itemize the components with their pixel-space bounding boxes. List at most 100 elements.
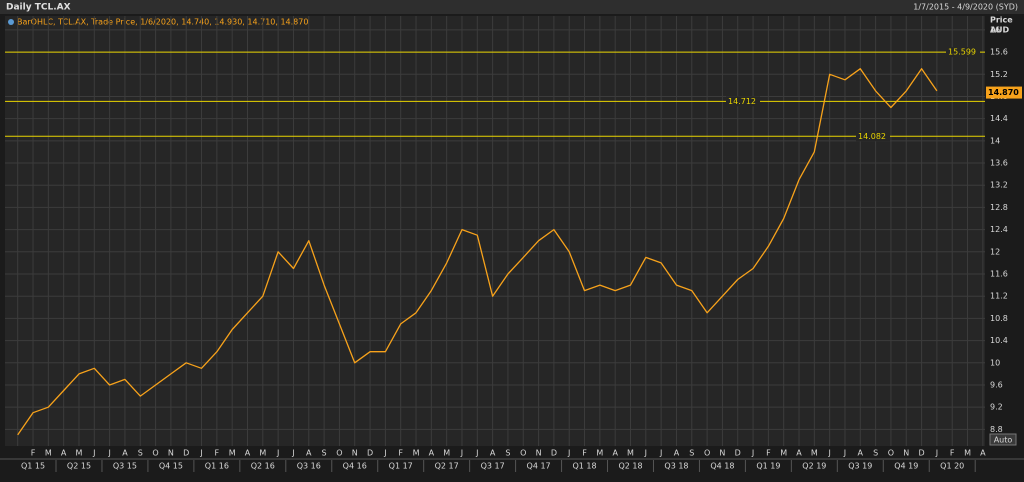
last-price-box	[986, 86, 1022, 99]
level-label: 14.712	[728, 97, 756, 106]
x-tick-label: N	[168, 449, 174, 458]
x-tick-label: S	[873, 449, 878, 458]
x-tick-label: N	[352, 449, 358, 458]
x-tick-label: S	[505, 449, 510, 458]
x-tick-label: O	[520, 449, 526, 458]
x-tick-label: S	[138, 449, 143, 458]
x-tick-label: M	[811, 449, 818, 458]
y-tick-label: 14	[990, 136, 1000, 145]
quarter-label: Q4 17	[527, 462, 551, 471]
x-tick-label: J	[935, 449, 938, 458]
y-tick-label: 8.8	[990, 425, 1003, 434]
x-tick-label: J	[827, 449, 830, 458]
x-tick-label: M	[413, 449, 420, 458]
quarter-label: Q2 15	[67, 462, 91, 471]
x-tick-label: J	[107, 449, 110, 458]
quarter-label: Q2 17	[435, 462, 459, 471]
plot-area	[5, 16, 985, 446]
x-tick-label: J	[92, 449, 95, 458]
x-tick-label: N	[903, 449, 909, 458]
quarter-label: Q4 15	[159, 462, 183, 471]
y-tick-label: 9.6	[990, 380, 1003, 389]
x-tick-label: J	[291, 449, 294, 458]
x-tick-label: M	[259, 449, 266, 458]
quarter-label: Q3 19	[848, 462, 872, 471]
y-axis-label: Price	[990, 16, 1013, 25]
y-tick-label: 11.2	[990, 292, 1008, 301]
quarter-label: Q1 19	[756, 462, 780, 471]
y-tick-label: 12.4	[990, 225, 1008, 234]
x-tick-label: N	[536, 449, 542, 458]
y-tick-label: 13.6	[990, 159, 1008, 168]
level-label-bg	[946, 47, 980, 58]
auto-button[interactable]	[989, 433, 1017, 446]
quarter-label: Q3 17	[481, 462, 505, 471]
x-tick-label: S	[322, 449, 327, 458]
y-tick-label: 13.2	[990, 181, 1008, 190]
x-tick-label: M	[627, 449, 634, 458]
level-label: 14.082	[858, 132, 886, 141]
level-label: 15.599	[948, 48, 976, 57]
x-tick-label: J	[383, 449, 386, 458]
x-tick-label: D	[918, 449, 924, 458]
x-tick-label: A	[245, 449, 251, 458]
x-tick-label: J	[276, 449, 279, 458]
quarter-label: Q3 16	[297, 462, 321, 471]
x-tick-label: D	[367, 449, 373, 458]
y-tick-label: 16	[990, 25, 1000, 34]
y-tick-label: 10	[990, 358, 1000, 367]
x-tick-label: J	[843, 449, 846, 458]
x-tick-label: A	[796, 449, 802, 458]
y-tick-label: 14.4	[990, 114, 1008, 123]
x-tick-label: M	[780, 449, 787, 458]
legend-icon	[8, 19, 14, 25]
x-tick-label: J	[460, 449, 463, 458]
x-tick-label: F	[766, 449, 771, 458]
x-tick-label: M	[76, 449, 83, 458]
quarter-label: Q3 18	[664, 462, 688, 471]
x-tick-label: O	[152, 449, 158, 458]
y-tick-label: 10.8	[990, 314, 1008, 323]
x-tick-label: N	[719, 449, 725, 458]
header-bar	[0, 0, 1024, 14]
x-tick-label: A	[980, 449, 986, 458]
date-range: 1/7/2015 - 4/9/2020 (SYD)	[913, 3, 1018, 12]
price-line	[17, 68, 938, 436]
x-tick-label: F	[950, 449, 955, 458]
x-tick-label: F	[31, 449, 36, 458]
x-tick-label: J	[659, 449, 662, 458]
quarter-label: Q2 16	[251, 462, 275, 471]
x-tick-label: M	[596, 449, 603, 458]
x-tick-label: A	[858, 449, 864, 458]
x-tick-label: J	[199, 449, 202, 458]
auto-button-label[interactable]: Auto	[994, 436, 1013, 445]
y-tick-label: 12.8	[990, 203, 1008, 212]
quarter-label: Q2 19	[802, 462, 826, 471]
legend: BarOHLC, TCL.AX, Trade Price, 1/6/2020, …	[17, 18, 308, 27]
y-tick-label: 11.6	[990, 270, 1008, 279]
x-tick-label: F	[582, 449, 587, 458]
x-tick-label: M	[964, 449, 971, 458]
x-tick-label: M	[45, 449, 52, 458]
x-tick-label: M	[443, 449, 450, 458]
quarter-label: Q1 18	[572, 462, 596, 471]
x-tick-label: J	[644, 449, 647, 458]
quarter-label: Q4 19	[894, 462, 918, 471]
quarter-label: Q2 18	[618, 462, 642, 471]
quarter-label: Q4 18	[710, 462, 734, 471]
x-tick-label: A	[674, 449, 680, 458]
x-tick-label: F	[398, 449, 403, 458]
y-tick-label: 15.6	[990, 48, 1008, 57]
x-tick-label: J	[751, 449, 754, 458]
x-tick-label: O	[336, 449, 342, 458]
y-tick-label: 12	[990, 247, 1000, 256]
x-tick-label: S	[689, 449, 694, 458]
quarter-label: Q1 16	[205, 462, 229, 471]
level-label-bg	[726, 96, 760, 107]
x-tick-label: D	[551, 449, 557, 458]
x-tick-label: A	[61, 449, 67, 458]
quarter-label: Q4 16	[343, 462, 367, 471]
quarter-label: Q3 15	[113, 462, 137, 471]
x-tick-label: D	[735, 449, 741, 458]
